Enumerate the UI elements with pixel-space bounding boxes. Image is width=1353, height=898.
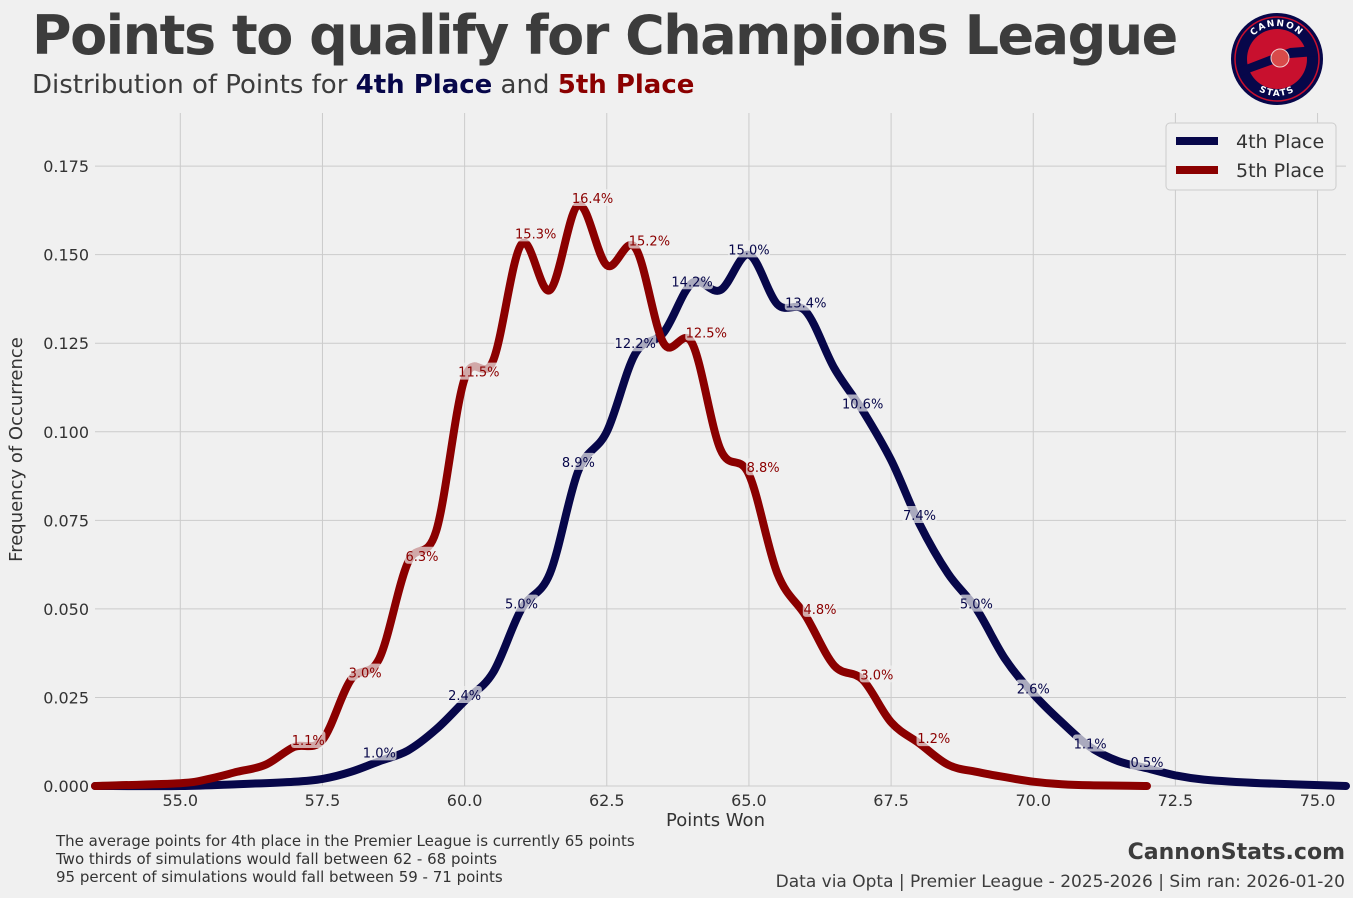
data-label: 4.8% xyxy=(803,603,836,618)
annotation-bg xyxy=(841,394,884,412)
y-tick-label: 0.175 xyxy=(43,157,89,176)
annotation-bg xyxy=(802,599,838,617)
data-label: 1.1% xyxy=(292,734,325,749)
axes: 55.0 57.5 60.0 62.5 65.0 67.5 70.0 72.5 75.0 0.00… xyxy=(6,157,1335,831)
annotation-bg xyxy=(504,594,539,612)
annotation-bg xyxy=(514,224,557,242)
y-tick-label: 0.000 xyxy=(43,777,89,796)
y-tick-label: 0.025 xyxy=(43,688,89,707)
annotation-bg xyxy=(1129,752,1165,770)
data-label: 8.9% xyxy=(562,456,595,471)
data-label: 3.0% xyxy=(860,668,893,683)
data-label: 2.6% xyxy=(1017,683,1050,698)
x-tick-label: 70.0 xyxy=(1015,791,1051,810)
subtitle-4th: 4th Place xyxy=(355,70,493,100)
svg-text:STATS: STATS xyxy=(1257,85,1296,99)
data-label: 15.2% xyxy=(629,235,670,250)
data-label: 3.0% xyxy=(349,667,382,682)
y-tick-label: 0.075 xyxy=(43,511,89,530)
data-label: 0.5% xyxy=(1130,756,1163,771)
annotation-bg xyxy=(347,663,383,681)
annotation-bg xyxy=(1016,679,1051,697)
annotation-bg xyxy=(784,293,827,311)
x-tick-label: 72.5 xyxy=(1158,791,1194,810)
y-tick-label: 0.150 xyxy=(43,246,89,265)
data-label: 7.4% xyxy=(903,509,936,524)
annotation-bg xyxy=(685,323,728,341)
annotation-bg xyxy=(561,452,596,470)
x-tick-label: 62.5 xyxy=(589,791,625,810)
data-label: 1.2% xyxy=(917,732,950,747)
cannon-stats-logo: CANNON STATS xyxy=(1231,13,1323,105)
footer-note: 95 percent of simulations would fall bet… xyxy=(56,868,503,886)
data-label: 6.3% xyxy=(405,550,438,565)
annotation-bg xyxy=(447,685,482,703)
legend: 4th Place 5th Place xyxy=(1165,122,1337,191)
data-label: 2.4% xyxy=(448,689,481,704)
footer-note: The average points for 4th place in the … xyxy=(56,832,635,850)
subtitle-5th: 5th Place xyxy=(557,70,695,100)
data-label: 10.6% xyxy=(842,397,883,412)
logo-bottom-text: STATS xyxy=(1257,85,1295,99)
annotation-bg xyxy=(959,594,994,612)
x-tick-label: 65.0 xyxy=(731,791,767,810)
data-label: 5.0% xyxy=(960,598,993,613)
x-tick-label: 75.0 xyxy=(1300,791,1336,810)
annotations: 1.0% 2.4% 5.0% 8.9% 12.2% 14.2% 15.0% 13.4% 10.6… xyxy=(291,189,1165,771)
data-label: 12.2% xyxy=(615,337,656,352)
data-source: Data via Opta | Premier League - 2025-20… xyxy=(775,872,1345,892)
y-axis-label: Frequency of Occurrence xyxy=(6,337,27,562)
x-axis-label: Points Won xyxy=(666,810,765,831)
y-tick-label: 0.125 xyxy=(43,334,89,353)
x-tick-label: 57.5 xyxy=(305,791,341,810)
legend-label: 5th Place xyxy=(1236,160,1324,182)
data-label: 8.8% xyxy=(747,461,780,476)
chart-subtitle: Distribution of Points for 4th Place and… xyxy=(32,70,694,100)
x-tick-label: 67.5 xyxy=(873,791,909,810)
annotation-bg xyxy=(859,665,895,683)
data-label: 15.3% xyxy=(515,227,556,242)
series-lines xyxy=(91,201,1350,791)
data-label: 1.1% xyxy=(1074,737,1107,752)
x-tick-label: 55.0 xyxy=(162,791,198,810)
data-label: 14.2% xyxy=(671,275,712,290)
chart-title: Points to qualify for Champions League xyxy=(32,4,1178,67)
footer-notes: The average points for 4th place in the … xyxy=(56,832,635,886)
y-tick-label: 0.050 xyxy=(43,600,89,619)
data-label: 11.5% xyxy=(458,366,499,381)
annotation-bg xyxy=(362,743,397,761)
data-label: 5.0% xyxy=(505,598,538,613)
grid xyxy=(95,113,1346,787)
y-tick-label: 0.100 xyxy=(43,423,89,442)
annotation-bg xyxy=(916,729,951,747)
annotation-bg xyxy=(902,506,937,524)
data-label: 1.0% xyxy=(363,746,396,761)
data-label: 12.5% xyxy=(686,327,727,342)
data-label: 13.4% xyxy=(785,297,826,312)
annotation-bg xyxy=(745,458,781,476)
annotation-bg xyxy=(628,231,671,249)
annotation-bg xyxy=(457,362,500,380)
annotation-bg xyxy=(571,189,614,207)
annotation-bg xyxy=(291,730,326,748)
site-name: CannonStats.com xyxy=(1127,840,1345,865)
subtitle-middle: and xyxy=(492,70,558,100)
data-label: 16.4% xyxy=(572,192,613,207)
legend-label: 4th Place xyxy=(1236,131,1324,153)
annotation-bg xyxy=(671,272,714,290)
series-line-5th xyxy=(91,201,1151,790)
data-label: 15.0% xyxy=(728,243,769,258)
subtitle-prefix: Distribution of Points for xyxy=(32,70,356,100)
annotation-bg xyxy=(1072,734,1108,752)
x-tick-label: 60.0 xyxy=(447,791,483,810)
annotation-bg xyxy=(614,334,657,352)
footer-note: Two thirds of simulations would fall bet… xyxy=(56,850,498,868)
annotation-bg xyxy=(727,240,770,258)
annotation-bg xyxy=(404,546,440,564)
